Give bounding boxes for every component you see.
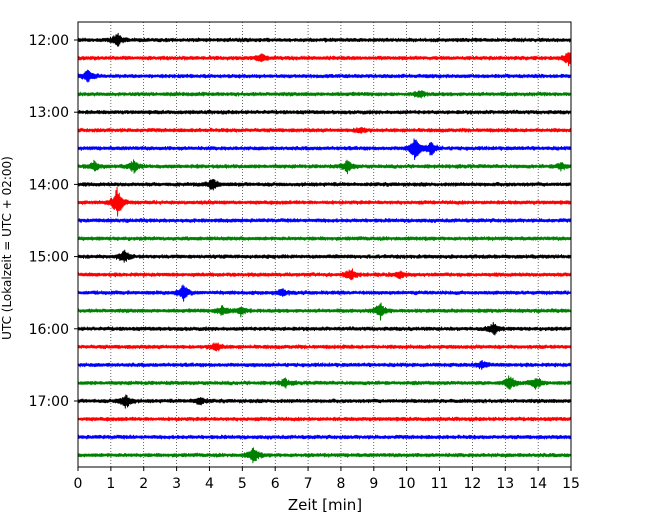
x-tick-label: 15 <box>562 476 580 492</box>
seismic-trace-6 <box>77 138 572 161</box>
x-tick-label: 12 <box>463 476 481 492</box>
seismic-trace-10 <box>77 217 572 224</box>
x-tick-label: 8 <box>336 476 345 492</box>
x-tick-label: 13 <box>496 476 514 492</box>
seismic-trace-23 <box>77 447 572 464</box>
plot-frame <box>77 21 572 468</box>
seismic-trace-12 <box>77 249 572 263</box>
y-tick-label: 13:00 <box>29 105 69 121</box>
x-tick-label: 6 <box>271 476 280 492</box>
x-tick-label: 9 <box>369 476 378 492</box>
seismic-trace-22 <box>77 434 572 440</box>
seismic-trace-0 <box>77 32 572 47</box>
traces-layer <box>77 32 572 464</box>
x-tick-label: 0 <box>74 476 83 492</box>
seismic-trace-3 <box>77 90 572 99</box>
seismic-trace-21 <box>77 416 572 422</box>
y-tick-label: 15:00 <box>29 250 69 266</box>
y-axis: 12:00 13:00 14:00 15:00 16:00 17:00 <box>29 33 78 410</box>
x-tick-label: 4 <box>205 476 214 492</box>
x-tick-label: 11 <box>431 476 449 492</box>
seismic-trace-16 <box>77 321 572 336</box>
seismic-trace-20 <box>77 394 572 409</box>
y-tick-label: 14:00 <box>29 177 69 193</box>
x-tick-label: 3 <box>172 476 181 492</box>
seismic-trace-15 <box>77 302 572 321</box>
x-tick-label: 1 <box>106 476 115 492</box>
x-axis-label: Zeit [min] <box>288 496 362 514</box>
seismic-trace-18 <box>77 360 572 370</box>
y-tick-label: 17:00 <box>29 394 69 410</box>
seismic-trace-9 <box>77 186 572 217</box>
seismic-trace-14 <box>77 284 572 302</box>
seismic-trace-7 <box>77 159 572 175</box>
x-axis: 0 1 2 3 4 5 6 7 8 9 10 11 12 13 14 15 <box>74 467 580 492</box>
seismic-trace-19 <box>77 375 572 390</box>
seismic-trace-17 <box>77 342 572 352</box>
seismic-trace-2 <box>77 69 572 83</box>
y-tick-label: 16:00 <box>29 322 69 338</box>
seismic-trace-11 <box>77 236 572 242</box>
seismic-trace-13 <box>77 268 572 281</box>
seismic-trace-1 <box>77 51 572 67</box>
y-axis-label: UTC (Lokalzeit = UTC + 02:00) <box>0 156 14 340</box>
seismic-trace-5 <box>77 126 572 134</box>
x-tick-label: 10 <box>398 476 416 492</box>
seismic-trace-8 <box>77 178 572 191</box>
seismic-trace-4 <box>77 109 572 115</box>
x-tick-label: 2 <box>139 476 148 492</box>
x-tick-label: 5 <box>238 476 247 492</box>
grid-layer <box>110 22 539 467</box>
x-tick-label: 14 <box>529 476 547 492</box>
x-tick-label: 7 <box>304 476 313 492</box>
y-tick-label: 12:00 <box>29 33 69 49</box>
